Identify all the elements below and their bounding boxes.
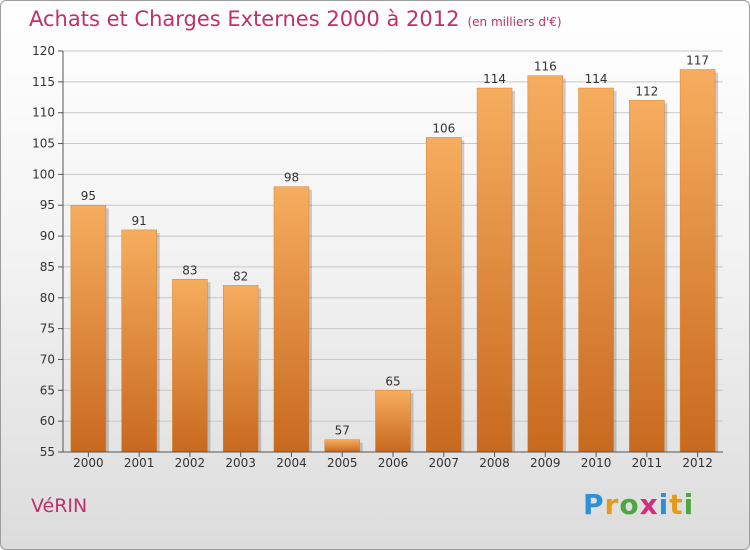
data-label-2012: 117: [686, 54, 709, 68]
place-name: VéRIN: [31, 495, 88, 517]
logo-letter: P: [583, 488, 605, 521]
x-tick-label: 2011: [632, 456, 663, 470]
x-tick-label: 2000: [73, 456, 104, 470]
bar-2009: [527, 75, 564, 453]
bar-2005: [324, 439, 360, 453]
y-tick-label: 100: [32, 167, 55, 181]
y-tick-label: 115: [32, 75, 55, 89]
data-label-2008: 114: [483, 72, 506, 86]
bar-2004: [273, 186, 310, 453]
logo-letter: t: [669, 488, 684, 521]
y-tick-label: 60: [40, 414, 55, 428]
bar-2002: [172, 279, 208, 453]
y-tick-label: 65: [40, 383, 55, 397]
data-label-2006: 65: [385, 374, 400, 388]
y-axis-ticks: 55 60 65 70 75 80 85 90 95 100 105 110 115 120: [32, 44, 63, 459]
bar-2000: [70, 204, 107, 453]
data-labels: 95 91 83 82 98 57 65 106 114 116 114 112 117: [81, 54, 709, 438]
bar-2006: [375, 390, 411, 453]
y-tick-label: 120: [32, 44, 55, 58]
x-tick-label: 2003: [225, 456, 256, 470]
data-label-2009: 116: [534, 60, 557, 74]
x-tick-label: 2007: [428, 456, 459, 470]
data-label-2000: 95: [81, 189, 96, 203]
chart-subtitle: (en milliers d'€): [467, 15, 562, 29]
proxiti-logo: Proxiti: [583, 488, 694, 521]
bar-2011: [629, 100, 665, 453]
y-tick-label: 110: [32, 106, 55, 120]
x-tick-label: 2008: [479, 456, 510, 470]
x-tick-label: 2004: [276, 456, 307, 470]
x-axis-ticks: 2000 2001 2002 2003 2004 2005 2006 2007 2008 2009…: [73, 452, 713, 470]
data-label-2007: 106: [432, 121, 455, 135]
logo-letter: x: [639, 488, 659, 521]
x-tick-label: 2012: [682, 456, 713, 470]
logo-letter: r: [604, 488, 620, 521]
x-tick-label: 2001: [124, 456, 155, 470]
logo-letter: o: [619, 488, 640, 521]
bar-2001: [121, 229, 157, 453]
logo-letter: i: [683, 488, 695, 521]
y-tick-label: 105: [32, 137, 55, 151]
data-label-2010: 114: [585, 72, 608, 86]
data-label-2011: 112: [635, 84, 658, 98]
x-tick-label: 2006: [378, 456, 409, 470]
bars: [70, 69, 719, 453]
bar-2008: [476, 87, 513, 453]
y-tick-label: 80: [40, 291, 55, 305]
data-label-2001: 91: [132, 214, 147, 228]
data-label-2005: 57: [335, 424, 350, 438]
y-tick-label: 90: [40, 229, 55, 243]
data-label-2003: 82: [233, 269, 248, 283]
y-tick-label: 55: [40, 445, 55, 459]
bar-2007: [426, 137, 462, 453]
y-tick-label: 95: [40, 198, 55, 212]
x-tick-label: 2009: [530, 456, 561, 470]
bar-2010: [578, 87, 614, 453]
logo-letter: i: [658, 488, 670, 521]
x-tick-label: 2005: [327, 456, 358, 470]
x-tick-label: 2010: [581, 456, 612, 470]
data-label-2004: 98: [284, 171, 299, 185]
y-tick-label: 75: [40, 322, 55, 336]
chart-title: Achats et Charges Externes 2000 à 2012 (e…: [29, 7, 562, 31]
bar-2003: [222, 285, 259, 453]
data-label-2002: 83: [182, 263, 197, 277]
bar-2012: [679, 69, 716, 453]
x-tick-label: 2002: [175, 456, 206, 470]
y-tick-label: 85: [40, 260, 55, 274]
y-tick-label: 70: [40, 352, 55, 366]
